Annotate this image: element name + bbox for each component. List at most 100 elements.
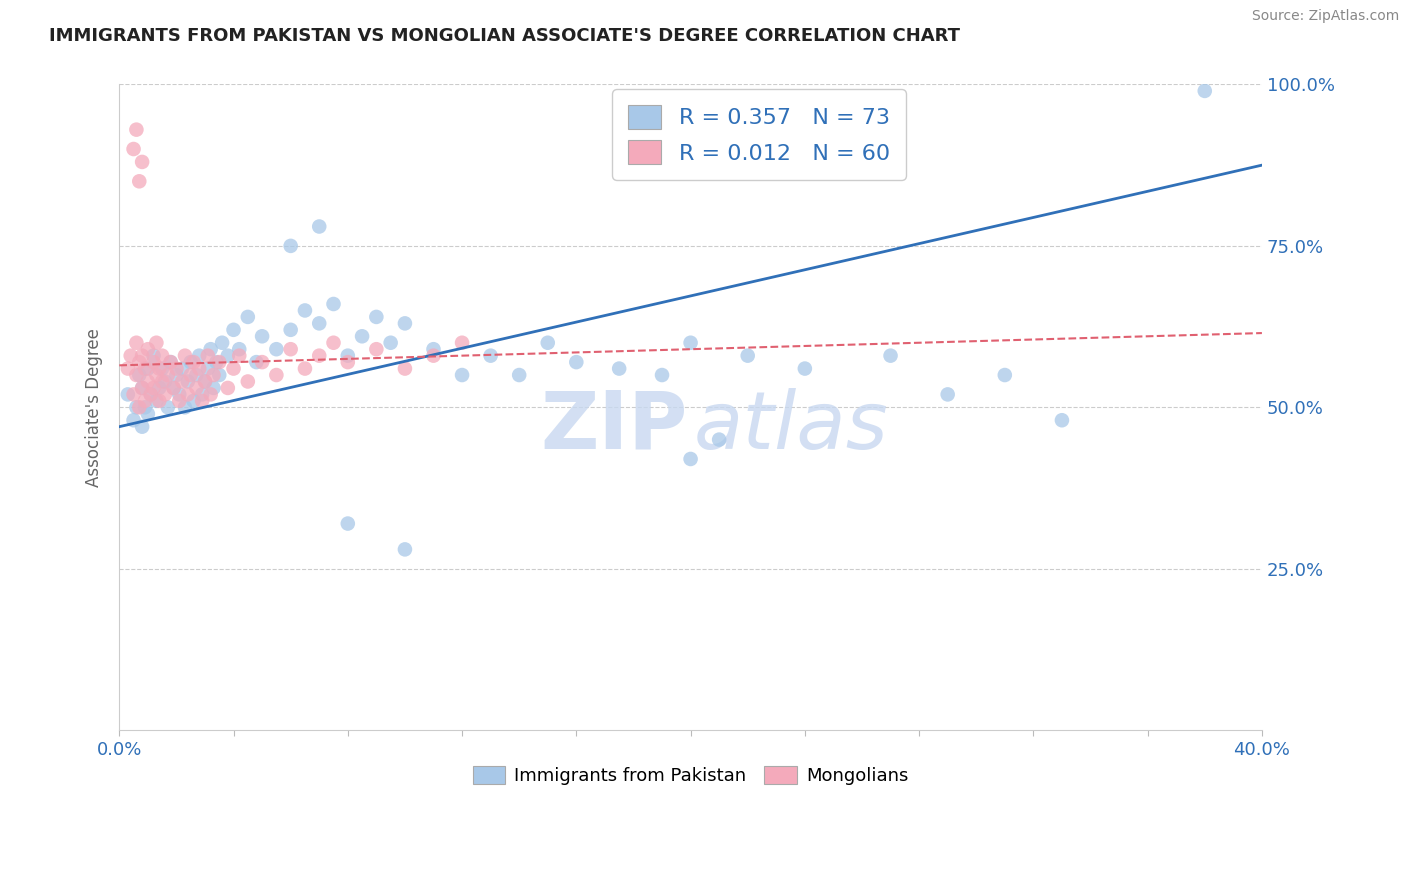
Point <box>280 323 302 337</box>
Point <box>156 368 179 382</box>
Point <box>707 433 730 447</box>
Point <box>122 387 145 401</box>
Point <box>679 335 702 350</box>
Point <box>222 323 245 337</box>
Point <box>250 329 273 343</box>
Point <box>1050 413 1073 427</box>
Point <box>131 381 153 395</box>
Point <box>322 335 344 350</box>
Point <box>183 355 205 369</box>
Point <box>136 407 159 421</box>
Point <box>136 342 159 356</box>
Point <box>352 329 374 343</box>
Point <box>134 393 156 408</box>
Point <box>125 368 148 382</box>
Text: ZIP: ZIP <box>540 388 688 466</box>
Point <box>394 317 416 331</box>
Point <box>188 349 211 363</box>
Point <box>136 361 159 376</box>
Point <box>125 335 148 350</box>
Point <box>172 375 194 389</box>
Point <box>162 381 184 395</box>
Point <box>191 387 214 401</box>
Point <box>380 335 402 350</box>
Point <box>167 387 190 401</box>
Point <box>202 368 225 382</box>
Point <box>651 368 673 382</box>
Point <box>394 542 416 557</box>
Point <box>250 355 273 369</box>
Point <box>150 349 173 363</box>
Point <box>134 361 156 376</box>
Point <box>266 368 288 382</box>
Point <box>197 361 219 376</box>
Point <box>167 393 190 408</box>
Point <box>451 335 474 350</box>
Point <box>451 368 474 382</box>
Point <box>1194 84 1216 98</box>
Point <box>308 219 330 234</box>
Point <box>172 361 194 376</box>
Point <box>142 349 165 363</box>
Point <box>336 349 359 363</box>
Point <box>208 355 231 369</box>
Point <box>936 387 959 401</box>
Point <box>156 401 179 415</box>
Point <box>134 401 156 415</box>
Point <box>148 393 170 408</box>
Point <box>136 375 159 389</box>
Point <box>128 368 150 382</box>
Point <box>131 349 153 363</box>
Point <box>159 355 181 369</box>
Point <box>180 355 202 369</box>
Point <box>122 413 145 427</box>
Point <box>183 393 205 408</box>
Point <box>280 239 302 253</box>
Point <box>150 361 173 376</box>
Point <box>994 368 1017 382</box>
Point <box>145 393 167 408</box>
Point <box>537 335 560 350</box>
Text: atlas: atlas <box>695 388 889 466</box>
Point <box>153 375 176 389</box>
Point <box>200 342 222 356</box>
Point <box>422 349 444 363</box>
Point <box>322 297 344 311</box>
Point <box>139 387 162 401</box>
Point <box>148 361 170 376</box>
Point <box>191 393 214 408</box>
Point <box>565 355 588 369</box>
Point <box>228 342 250 356</box>
Point <box>197 349 219 363</box>
Point <box>177 387 200 401</box>
Point <box>122 142 145 156</box>
Point <box>125 401 148 415</box>
Point <box>139 387 162 401</box>
Point <box>194 375 217 389</box>
Point <box>148 381 170 395</box>
Point <box>165 361 187 376</box>
Point <box>159 355 181 369</box>
Text: Source: ZipAtlas.com: Source: ZipAtlas.com <box>1251 9 1399 23</box>
Legend: Immigrants from Pakistan, Mongolians: Immigrants from Pakistan, Mongolians <box>465 758 915 792</box>
Point <box>217 349 239 363</box>
Point <box>174 401 197 415</box>
Point <box>294 303 316 318</box>
Point <box>174 349 197 363</box>
Point <box>128 174 150 188</box>
Point <box>793 361 815 376</box>
Point <box>128 355 150 369</box>
Point <box>879 349 901 363</box>
Point <box>186 381 208 395</box>
Point <box>607 361 630 376</box>
Point <box>150 375 173 389</box>
Point <box>188 361 211 376</box>
Text: IMMIGRANTS FROM PAKISTAN VS MONGOLIAN ASSOCIATE'S DEGREE CORRELATION CHART: IMMIGRANTS FROM PAKISTAN VS MONGOLIAN AS… <box>49 27 960 45</box>
Point <box>422 342 444 356</box>
Point <box>128 401 150 415</box>
Point <box>117 387 139 401</box>
Point <box>145 368 167 382</box>
Point <box>479 349 502 363</box>
Point <box>200 387 222 401</box>
Point <box>228 349 250 363</box>
